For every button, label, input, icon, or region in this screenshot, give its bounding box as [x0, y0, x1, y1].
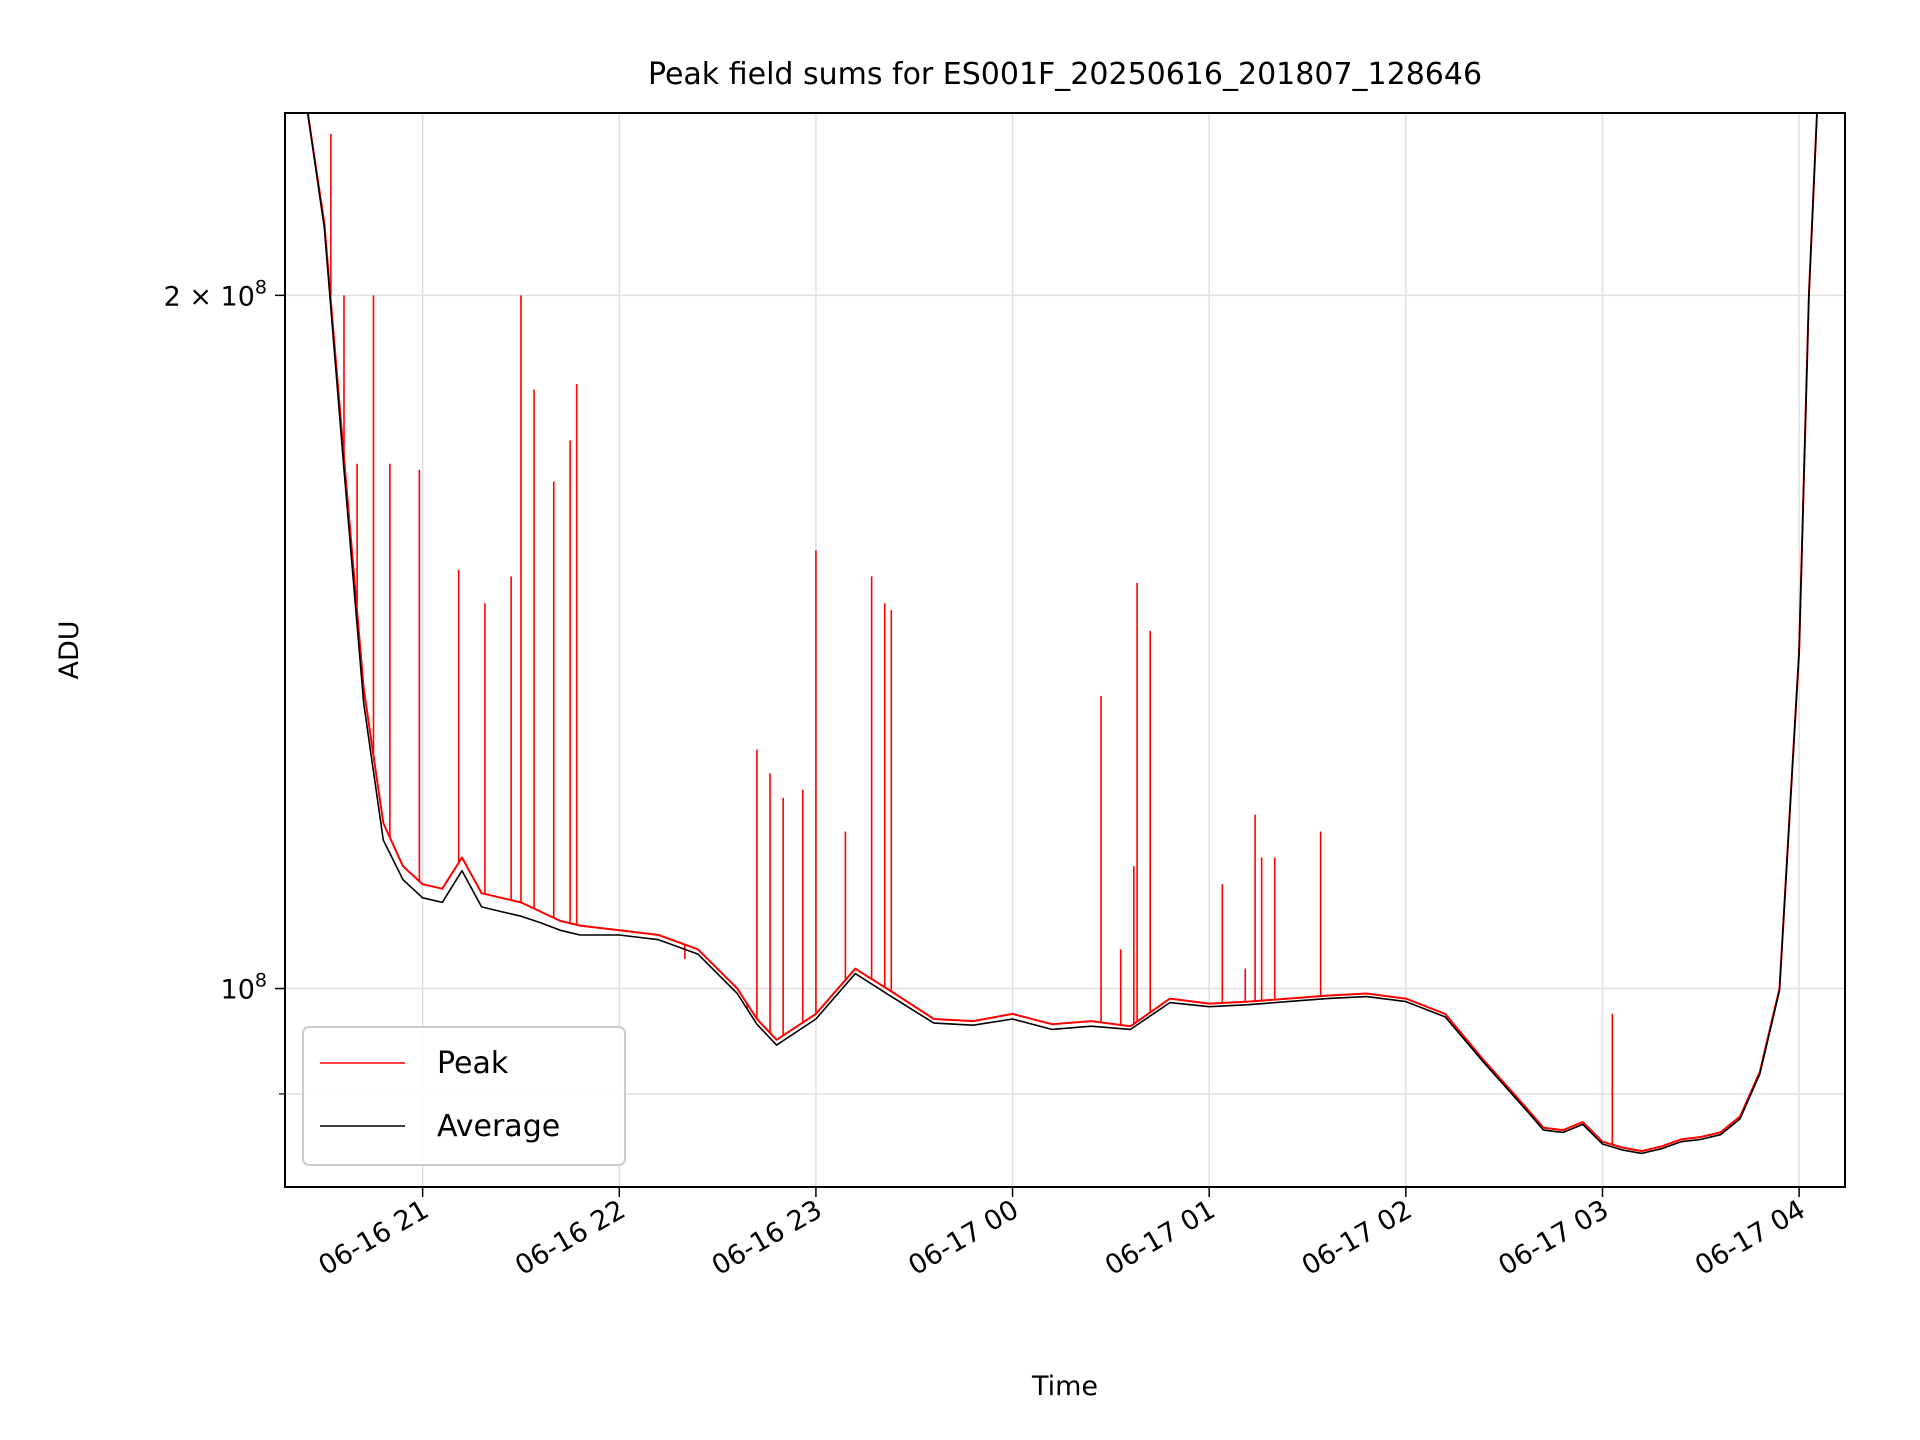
legend: Peak Average: [302, 1026, 626, 1166]
data-lines: [306, 113, 1818, 1155]
chart-title: Peak field sums for ES001F_20250616_2018…: [648, 57, 1482, 92]
legend-label-average: Average: [437, 1109, 560, 1144]
plot-area: [285, 113, 1845, 1187]
y-axis-label: ADU: [54, 620, 85, 679]
legend-label-peak: Peak: [437, 1046, 509, 1081]
series-line-peak: [306, 113, 1818, 1153]
y-tick-label: 2 × 108: [164, 276, 267, 312]
series-line-average: [306, 113, 1818, 1155]
plot-frame: [284, 112, 1846, 1188]
y-tick-label: 108: [221, 970, 267, 1006]
legend-box: [302, 1026, 626, 1166]
x-axis-label: Time: [1031, 1371, 1098, 1402]
